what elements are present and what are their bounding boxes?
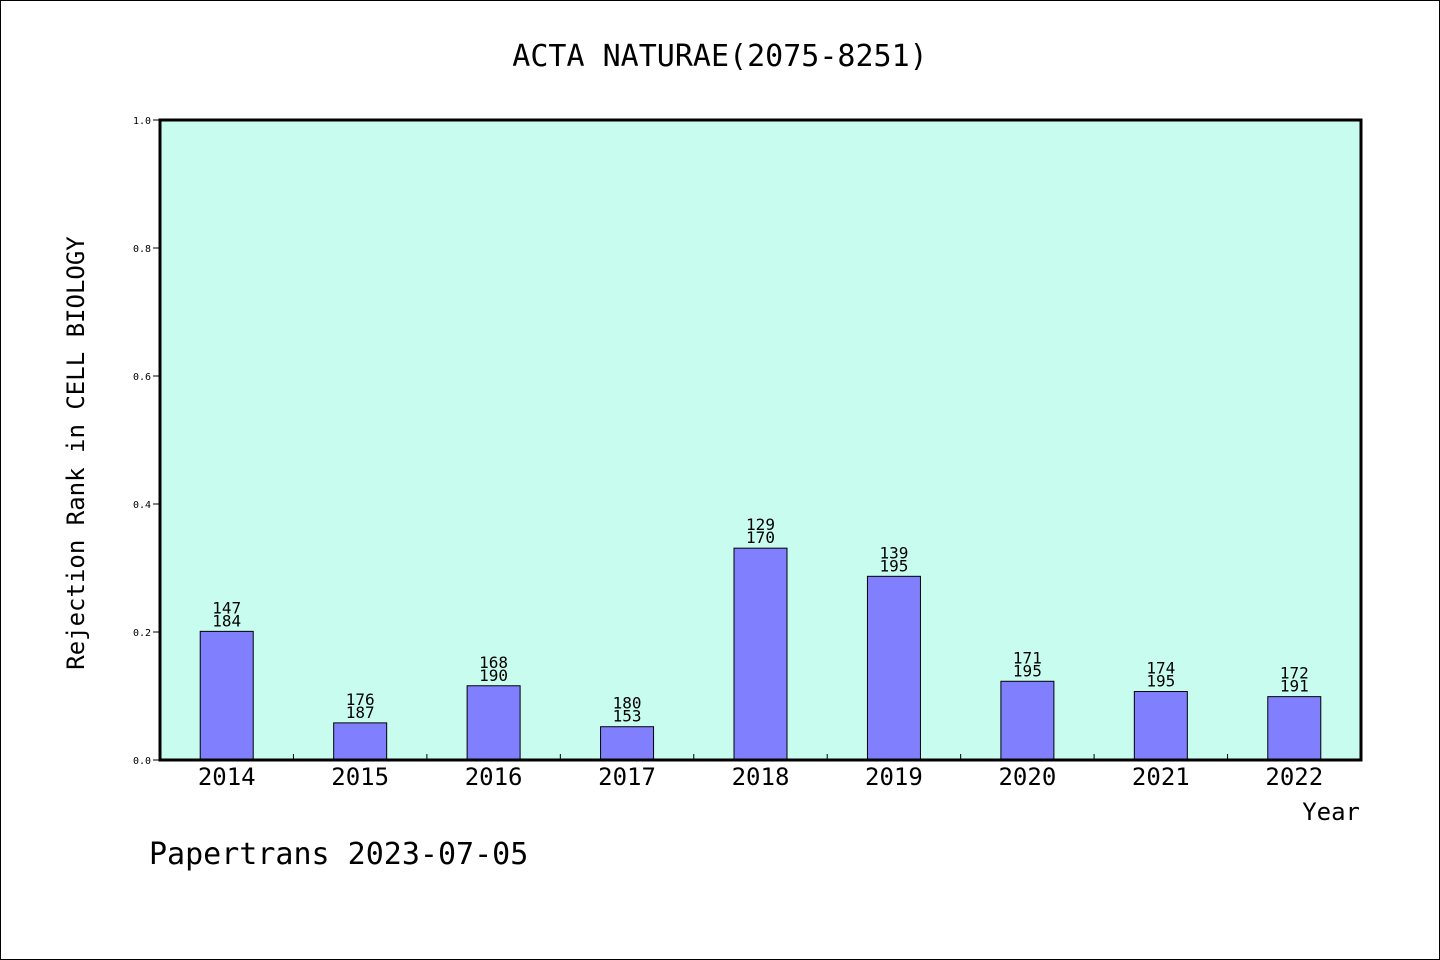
bar-label-top: 172 xyxy=(1280,664,1309,683)
bar-label-top: 147 xyxy=(212,598,241,617)
y-tick-label: 0.6 xyxy=(133,372,151,383)
bar-labels: 1471841761871681901801531291701391951711… xyxy=(212,515,1308,726)
bar-label-bottom: 170 xyxy=(746,528,775,547)
bar-label-bottom: 190 xyxy=(479,666,508,685)
y-tick-label: 1.0 xyxy=(133,116,151,127)
x-tick-label: 2015 xyxy=(331,763,389,791)
bar-label-top: 168 xyxy=(479,653,508,672)
bar-2014 xyxy=(199,630,254,761)
bar-label-bottom: 195 xyxy=(879,556,908,575)
bar-2016 xyxy=(466,685,521,761)
x-tick-label: 2016 xyxy=(465,763,523,791)
x-tick-label: 2014 xyxy=(198,763,256,791)
x-tick-label: 2018 xyxy=(732,763,790,791)
chart-title: ACTA NATURAE(2075-8251) xyxy=(512,39,927,74)
bar-label-top: 129 xyxy=(746,515,775,534)
y-tick-label: 0.0 xyxy=(133,756,151,767)
bar-2017 xyxy=(600,726,655,761)
bar-2015 xyxy=(333,722,388,761)
bar-label-bottom: 187 xyxy=(346,703,375,722)
bar-series xyxy=(199,547,1322,761)
bar-label-bottom: 195 xyxy=(1013,661,1042,680)
x-axis: 2014 2015 2016 2017 2018 2019 2020 2021 2022 xyxy=(198,754,1323,791)
x-tick-label: 2021 xyxy=(1132,763,1190,791)
bar-label-top: 171 xyxy=(1013,648,1042,667)
bar-label-bottom: 191 xyxy=(1280,677,1309,696)
y-tick-label: 0.2 xyxy=(133,628,151,639)
bar-2021 xyxy=(1133,691,1188,761)
y-tick-label: 0.4 xyxy=(133,500,151,511)
bar-label-bottom: 184 xyxy=(212,611,241,630)
plot-border xyxy=(158,118,1363,762)
bar-2020 xyxy=(1000,680,1055,761)
bar-2019 xyxy=(866,575,921,761)
x-tick-label: 2020 xyxy=(998,763,1056,791)
x-tick-label: 2017 xyxy=(598,763,656,791)
bar-2018 xyxy=(733,547,788,761)
y-axis: 0.0 0.2 0.4 0.6 0.8 1.0 xyxy=(133,116,160,767)
bar-label-bottom: 153 xyxy=(613,707,642,726)
footer-watermark: Papertrans 2023-07-05 xyxy=(149,837,528,872)
y-axis-label: Rejection Rank in CELL BIOLOGY xyxy=(62,236,90,670)
y-tick-label: 0.8 xyxy=(133,244,151,255)
bar-label-top: 176 xyxy=(346,690,375,709)
x-tick-label: 2019 xyxy=(865,763,923,791)
x-axis-label: Year xyxy=(1302,798,1360,826)
bar-label-top: 180 xyxy=(613,694,642,713)
bar-label-bottom: 195 xyxy=(1146,672,1175,691)
bar-2022 xyxy=(1267,696,1322,761)
bar-label-top: 174 xyxy=(1146,659,1175,678)
bar-label-top: 139 xyxy=(879,543,908,562)
x-tick-label: 2022 xyxy=(1265,763,1323,791)
